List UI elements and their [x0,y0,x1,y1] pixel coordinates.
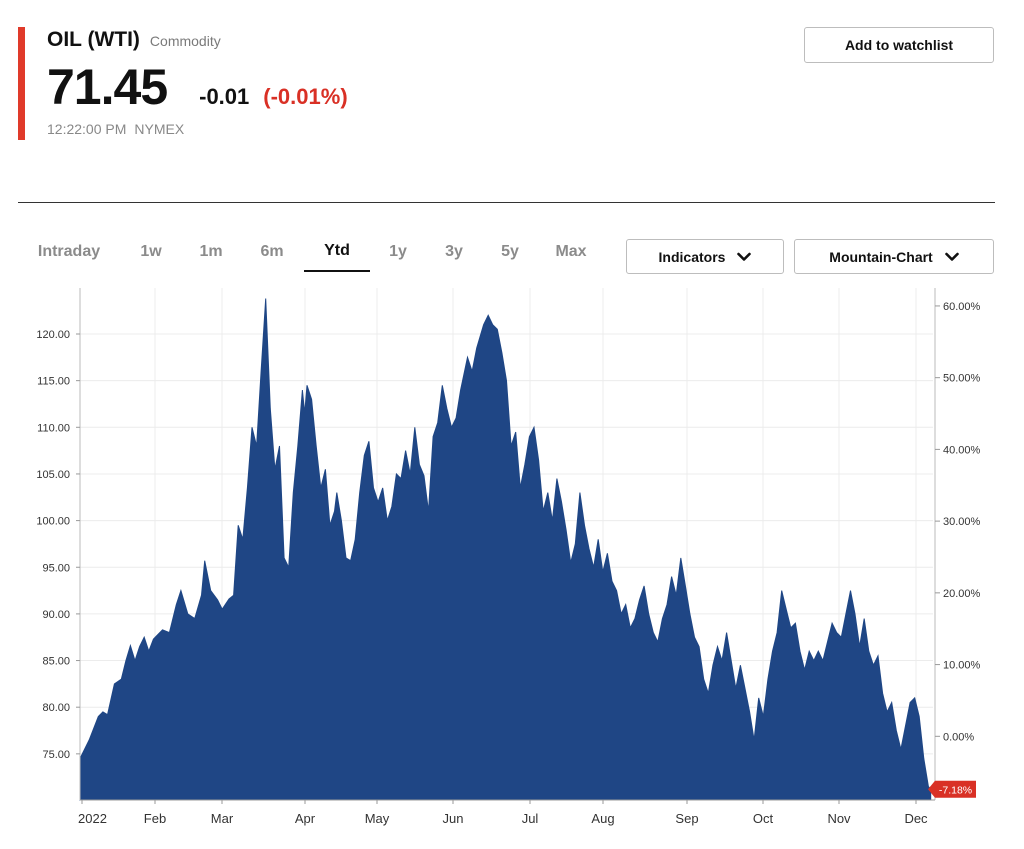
asset-type-label: Commodity [149,33,221,49]
y-right-tick-label: 30.00% [943,516,981,528]
tab-6m[interactable]: 6m [260,243,284,260]
tab-1w[interactable]: 1w [140,243,162,260]
price-chart[interactable]: 75.00 80.00 85.00 90.00 95.00 100.00 105.00 110… [0,280,1024,840]
symbol-title: OIL (WTI) [47,28,140,51]
x-tick-label: Oct [753,811,774,826]
x-tick-label: May [365,811,390,826]
y-right-tick-label: 20.00% [943,588,981,600]
last-price: 71.45 [47,59,168,115]
exchange-label: NYMEX [134,121,185,137]
price-change: -0.01 [199,84,250,109]
x-tick-label: Sep [675,811,698,826]
y-left-tick-label: 85.00 [42,656,70,668]
tab-1y[interactable]: 1y [389,243,407,260]
tab-5y[interactable]: 5y [501,243,519,260]
price-change-percent: (-0.01%) [263,84,348,109]
tab-3y[interactable]: 3y [445,243,463,260]
y-left-tick-label: 120.00 [36,329,70,341]
y-left-tick-label: 75.00 [42,749,70,761]
tab-1m[interactable]: 1m [199,243,223,260]
section-divider [18,202,995,203]
x-tick-label: Nov [827,811,851,826]
x-tick-label: Aug [591,811,614,826]
indicators-dropdown[interactable]: Indicators [626,239,784,274]
y-left-tick-label: 100.00 [36,516,70,528]
y-left-tick-label: 90.00 [42,609,70,621]
x-tick-label: Mar [211,811,234,826]
y-right-tick-label: 0.00% [943,731,974,743]
x-tick-label: 2022 [78,811,107,826]
y-left-tick-label: 115.00 [37,376,70,388]
y-left-tick-label: 80.00 [42,702,70,714]
x-tick-label: Dec [904,811,928,826]
chevron-down-icon [737,252,752,261]
chevron-down-icon [944,252,959,261]
chart-type-dropdown[interactable]: Mountain-Chart [794,239,994,274]
price-row: 71.45 -0.01 (-0.01%) [47,58,348,116]
last-value-badge-label: -7.18% [939,784,972,796]
quote-header: OIL (WTI) Commodity [47,28,221,52]
x-tick-label: Jul [522,811,539,826]
y-right-tick-label: 10.00% [943,660,981,672]
chart-type-label: Mountain-Chart [829,248,933,265]
tab-intraday[interactable]: Intraday [37,243,101,260]
y-left-tick-label: 95.00 [42,562,70,574]
tab-max[interactable]: Max [555,243,587,260]
quote-time: 12:22:00 PM [47,121,127,137]
x-tick-label: Jun [443,811,464,826]
x-tick-label: Feb [144,811,166,826]
y-left-tick-label: 110.00 [37,422,70,434]
y-right-tick-label: 40.00% [943,444,981,456]
x-tick-label: Apr [295,811,316,826]
time-range-tabs: Intraday 1w 1m 6m Ytd 1y 3y 5y Max [18,232,604,274]
y-left-tick-label: 105.00 [36,469,70,481]
price-area-series [79,298,932,801]
indicators-label: Indicators [658,248,726,265]
last-value-badge [928,780,976,798]
y-right-tick-label: 50.00% [943,373,981,385]
add-to-watchlist-button[interactable]: Add to watchlist [804,27,994,63]
accent-bar [18,27,25,140]
quote-timestamp: 12:22:00 PM NYMEX [47,121,184,137]
y-right-tick-label: 60.00% [943,301,981,313]
tab-ytd[interactable]: Ytd [304,232,370,272]
